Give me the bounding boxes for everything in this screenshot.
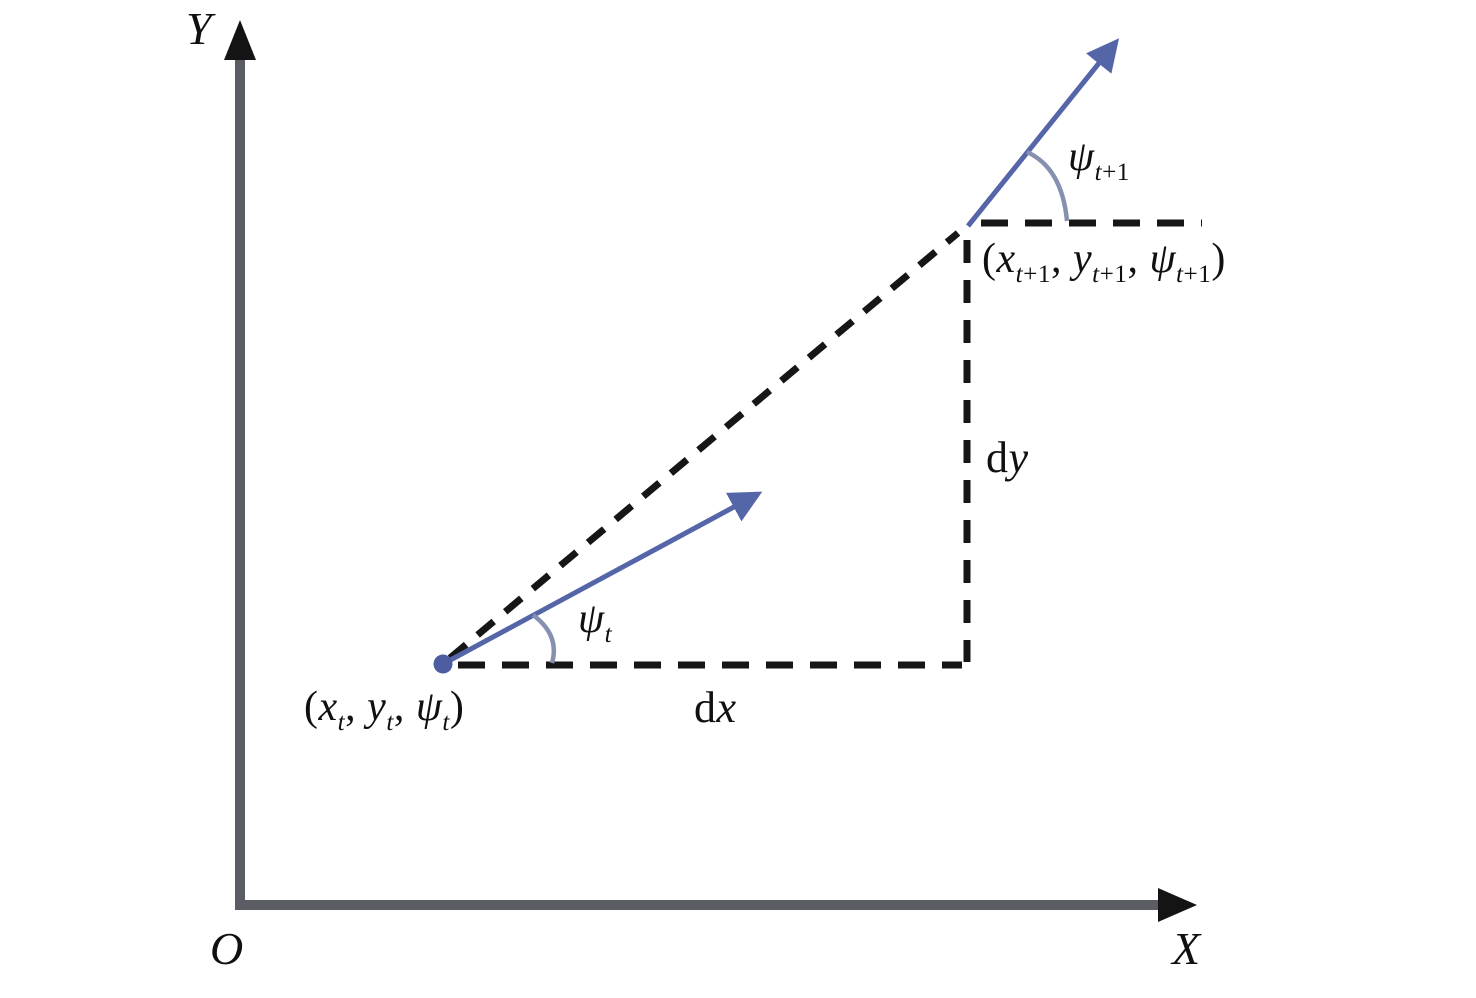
label-segment: ,: [345, 684, 368, 730]
label-segment: ,: [1050, 236, 1073, 282]
label-segment: (: [982, 236, 997, 282]
origin-label: O: [210, 926, 244, 972]
label-segment: t: [1094, 159, 1103, 187]
label-segment: x: [318, 684, 338, 730]
pose-t-heading-arrow: [441, 491, 763, 667]
label-segment: t: [1176, 261, 1184, 289]
psi-t-label: ψt: [578, 598, 612, 647]
label-segment: ψ: [415, 684, 443, 730]
label-segment: t: [337, 709, 346, 737]
label-segment: t: [442, 709, 450, 737]
label-segment: x: [996, 236, 1016, 282]
psi-t1-angle-arc: [1026, 149, 1070, 222]
label-segment: Y: [186, 3, 213, 54]
label-segment: +1: [1183, 261, 1212, 289]
label-segment: (: [304, 684, 319, 730]
label-segment: ): [1211, 236, 1226, 282]
label-segment: ): [449, 684, 465, 730]
pose-t-label: (xt, yt, ψt): [304, 686, 464, 735]
label-segment: x: [716, 683, 737, 732]
label-segment: X: [1172, 923, 1201, 974]
label-segment: t: [1092, 261, 1100, 289]
label-segment: ,: [393, 684, 416, 730]
label-segment: y: [367, 684, 387, 730]
label-segment: d: [986, 433, 1009, 482]
y-axis-label: Y: [186, 6, 212, 52]
label-segment: +1: [1023, 261, 1051, 289]
label-segment: t: [1015, 261, 1024, 289]
label-segment: ψ: [578, 596, 605, 642]
x-axis-arrowhead-icon: [1158, 888, 1197, 922]
label-segment: t: [604, 621, 613, 649]
x-axis-label: X: [1172, 926, 1201, 972]
label-segment: ψ: [1068, 134, 1095, 180]
pose-t-point: [433, 654, 453, 674]
displacement-dashed-line: [447, 230, 961, 661]
label-segment: y: [1008, 433, 1029, 482]
pose-t1-label: (xt+1, yt+1, ψt+1): [982, 238, 1226, 287]
label-segment: ,: [1127, 236, 1150, 282]
psi-t-angle-arc: [531, 613, 557, 664]
dx-label: dx: [694, 686, 737, 730]
label-segment: +1: [1102, 159, 1130, 187]
label-segment: ψ: [1149, 236, 1177, 282]
label-segment: +1: [1099, 261, 1128, 289]
pose-t1-heading-arrow: [966, 38, 1120, 228]
y-axis-arrowhead-icon: [224, 20, 256, 60]
label-segment: O: [210, 923, 244, 974]
dy-label: dy: [986, 436, 1029, 480]
label-segment: d: [694, 683, 717, 732]
label-segment: y: [1072, 236, 1093, 282]
psi-t1-label: ψt+1: [1068, 136, 1130, 185]
label-segment: t: [386, 709, 394, 737]
